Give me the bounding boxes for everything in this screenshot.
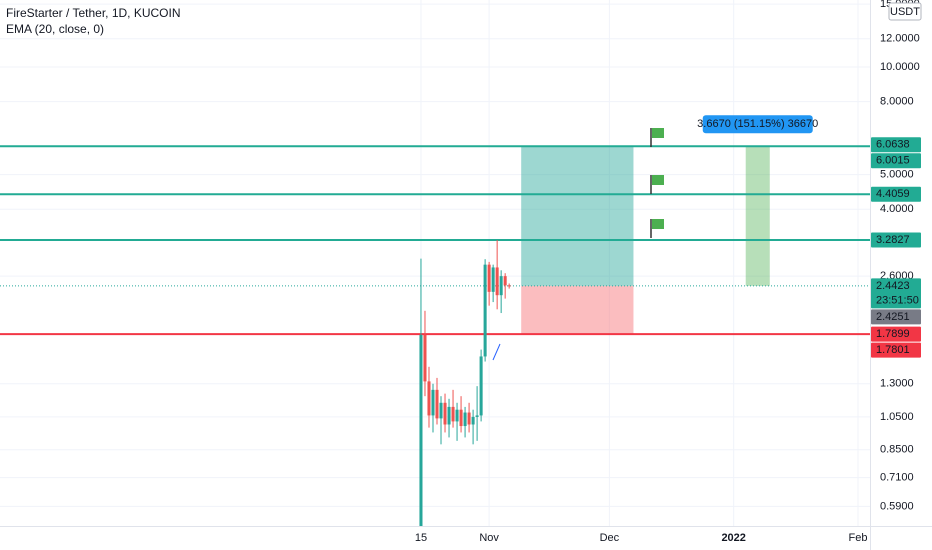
price-label: 2.4423 [876, 280, 910, 292]
candle-body [423, 334, 427, 382]
measure-label: 3.6670 (151.15%) 36670 [697, 118, 818, 130]
candle-body [439, 402, 443, 419]
flag [652, 128, 664, 138]
candle-body [503, 276, 507, 286]
candle-body [495, 267, 499, 296]
candle-body [419, 334, 423, 526]
trend-drawing [492, 343, 501, 361]
measure-range [745, 146, 770, 286]
candle-body [459, 409, 463, 427]
price-label-box [871, 137, 921, 153]
candle-body [447, 406, 451, 425]
candle-body [471, 416, 475, 425]
countdown-label: 23:51:50 [876, 294, 919, 306]
y-tick-label: 5.0000 [880, 169, 914, 181]
position-loss [521, 285, 634, 335]
currency-box[interactable] [888, 2, 922, 21]
candle-body [491, 267, 495, 292]
flag [652, 175, 664, 185]
price-label-box [871, 326, 921, 342]
price-label: 1.7801 [876, 344, 910, 356]
y-tick-label: 0.8500 [880, 444, 914, 456]
price-label-box [871, 342, 921, 358]
candle-body [507, 285, 511, 287]
x-tick-label: Feb [848, 532, 867, 544]
y-tick-label: 10.0000 [880, 61, 920, 73]
flag [652, 219, 664, 229]
candle-body [499, 276, 503, 296]
price-label: 6.0638 [876, 139, 910, 151]
price-label: 6.0015 [876, 155, 910, 167]
candle-body [467, 412, 471, 425]
candle-body [483, 264, 487, 357]
price-label-box [871, 186, 921, 202]
candle-body [435, 389, 439, 419]
candle-body [443, 402, 447, 425]
price-label-box [871, 309, 921, 325]
candle-body [451, 406, 455, 422]
position-profit [521, 146, 634, 286]
y-tick-label: 4.0000 [880, 203, 914, 215]
measure-label-box [702, 115, 813, 134]
y-tick-label: 0.5900 [880, 500, 914, 512]
price-label-box [871, 278, 921, 309]
x-tick-label: Nov [479, 532, 499, 544]
flag-drawings [492, 128, 664, 361]
price-label: 4.4059 [876, 188, 910, 200]
candle-body [487, 264, 491, 292]
price-label-box [871, 232, 921, 248]
price-label: 2.4251 [876, 311, 910, 323]
price-label: 1.7899 [876, 328, 910, 340]
y-tick-label: 1.3000 [880, 378, 914, 390]
y-tick-label: 8.0000 [880, 96, 914, 108]
y-tick-label: 1.0500 [880, 411, 914, 423]
x-tick-label: Dec [600, 532, 620, 544]
candle-body [455, 409, 459, 422]
candle-body [427, 381, 431, 416]
x-tick-label: 2022 [721, 532, 745, 544]
y-tick-label: 12.0000 [880, 33, 920, 45]
currency-label[interactable]: USDT [890, 6, 920, 18]
price-label-box [871, 153, 921, 169]
candle-body [463, 412, 467, 427]
x-tick-label: 15 [415, 532, 427, 544]
candle-body [431, 389, 435, 416]
price-labels: 6.0638 6.0015 4.4059 3.2827 2.4423 23:51:50 2.… [871, 137, 921, 358]
candle-body [479, 356, 483, 416]
indicator-label: EMA (20, close, 0) [6, 22, 104, 36]
price-label: 3.2827 [876, 234, 910, 246]
chart-title: FireStarter / Tether, 1D, KUCOIN [6, 6, 181, 20]
y-tick-label: 0.7100 [880, 472, 914, 484]
candle-body [475, 415, 479, 417]
plot-area [0, 0, 870, 526]
